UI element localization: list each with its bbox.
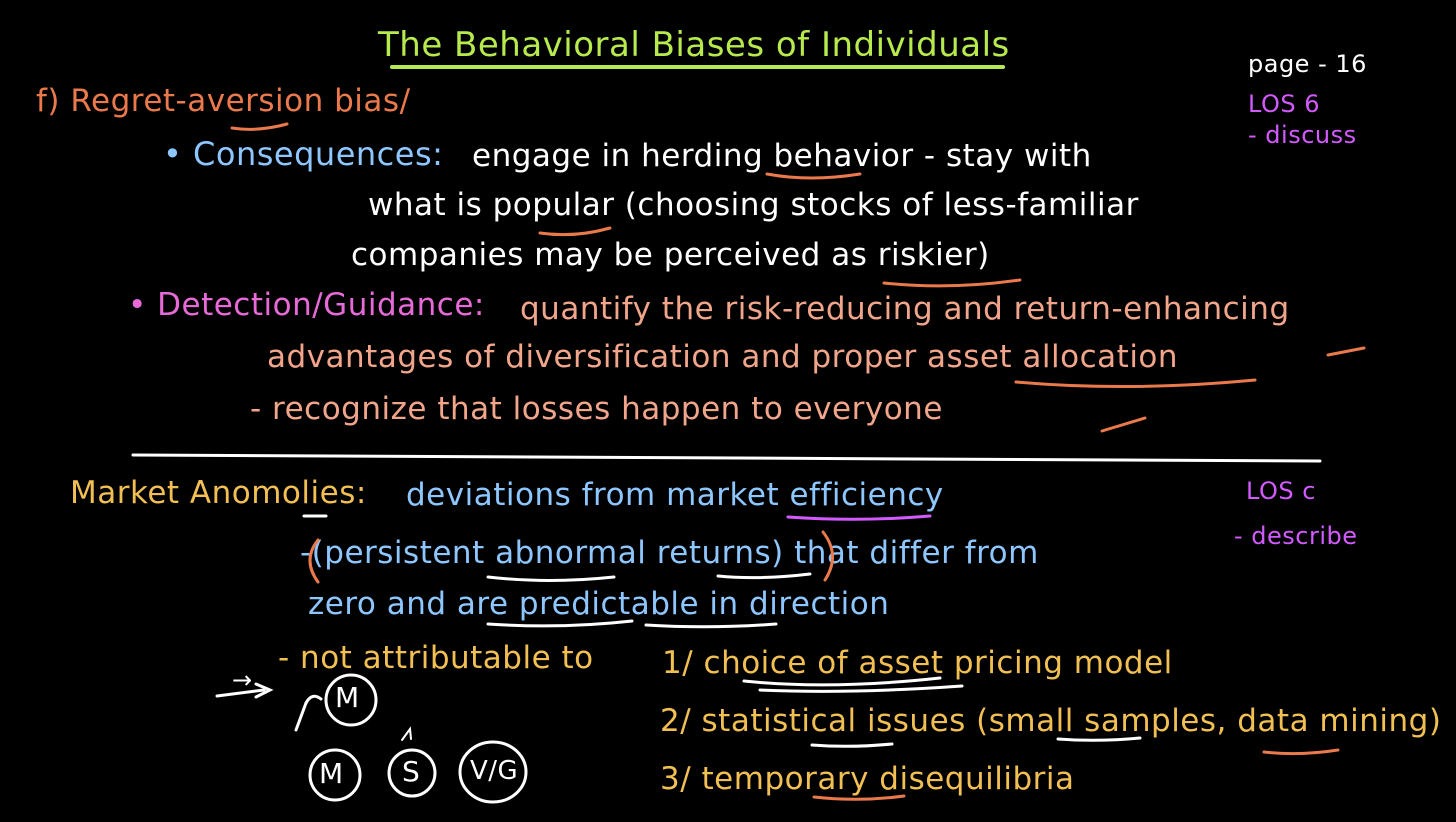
left-bracket bbox=[308, 538, 320, 584]
tick-mark-1 bbox=[1326, 346, 1366, 357]
detection-label: • Detection/Guidance: bbox=[128, 287, 485, 323]
arrow-shaft bbox=[215, 688, 266, 698]
circle-m-top-text: M bbox=[335, 681, 360, 714]
section-divider bbox=[131, 453, 1322, 463]
underline-riskier bbox=[882, 278, 1022, 288]
market-anomalies-definition: deviations from market efficiency bbox=[406, 477, 944, 513]
market-anomalies-line-1: -(persistent abnormal returns) that diff… bbox=[300, 535, 1039, 571]
circle-m-bottom-outline bbox=[308, 748, 362, 802]
circle-vg-text: V/G bbox=[470, 756, 519, 786]
detection-line-2: advantages of diversification and proper… bbox=[267, 339, 1179, 375]
los-top-verb: - discuss bbox=[1248, 121, 1357, 149]
underline-small-samples bbox=[1056, 736, 1142, 742]
arrow-head bbox=[254, 682, 274, 699]
consequences-line-2: what is popular (choosing stocks of less… bbox=[368, 187, 1139, 223]
underline-abnormal bbox=[486, 575, 616, 582]
market-anomalies-label: Market Anomolies: bbox=[70, 475, 367, 511]
tick-mark-2 bbox=[1100, 416, 1147, 433]
sketch-stroke-2 bbox=[304, 694, 323, 705]
circle-m-top-outline bbox=[324, 673, 378, 727]
los-bottom-label: LOS c bbox=[1246, 477, 1316, 505]
circle-s-outline bbox=[387, 748, 437, 798]
right-bracket bbox=[821, 530, 834, 582]
los-top-label: LOS 6 bbox=[1248, 90, 1321, 118]
consequences-line-3: companies may be perceived as riskier) bbox=[351, 237, 990, 273]
sketch-stroke-1 bbox=[294, 701, 308, 732]
underline-choice-of-asset-2 bbox=[758, 684, 964, 693]
underline-choice-of-asset-1 bbox=[742, 676, 942, 687]
detection-line-1: quantify the risk-reducing and return-en… bbox=[520, 291, 1290, 327]
market-anomalies-line-2: zero and are predictable in direction bbox=[308, 586, 890, 622]
underline-in-direction bbox=[644, 622, 778, 629]
consequences-line-1: engage in herding behavior - stay with bbox=[472, 138, 1092, 174]
underline-returns bbox=[716, 572, 812, 580]
underline-aversion bbox=[230, 122, 289, 131]
circle-m-bottom-text: M bbox=[319, 757, 344, 790]
underline-statistical bbox=[810, 742, 894, 748]
underline-asset-allocation bbox=[1014, 378, 1257, 389]
small-check-mark bbox=[401, 726, 412, 741]
page-reference: page - 16 bbox=[1248, 50, 1367, 78]
consequences-label: • Consequences: bbox=[163, 135, 444, 173]
reason-3: 3/ temporary disequilibria bbox=[660, 761, 1075, 797]
underline-herding-behavior bbox=[765, 172, 862, 180]
circle-vg-outline bbox=[458, 740, 528, 804]
reason-1: 1/ choice of asset pricing model bbox=[662, 645, 1173, 681]
market-anomalies-line-3-prefix: - not attributable to bbox=[278, 640, 594, 676]
los-bottom-verb: - describe bbox=[1234, 522, 1358, 550]
detection-line-3: - recognize that losses happen to everyo… bbox=[250, 391, 943, 427]
sketch-arrow-label: → bbox=[232, 666, 253, 694]
circle-s-text: S bbox=[402, 755, 421, 788]
reason-2: 2/ statistical issues (small samples, da… bbox=[660, 703, 1442, 739]
underline-predictable bbox=[486, 619, 634, 628]
underline-mining bbox=[1262, 748, 1340, 756]
section-heading-regret-aversion: f) Regret-aversion bias/ bbox=[36, 83, 411, 119]
underline-market-efficiency bbox=[786, 514, 932, 521]
underline-temporary bbox=[812, 794, 906, 801]
underline-popular bbox=[538, 226, 612, 237]
page-title: The Behavioral Biases of Individuals bbox=[378, 25, 1010, 65]
